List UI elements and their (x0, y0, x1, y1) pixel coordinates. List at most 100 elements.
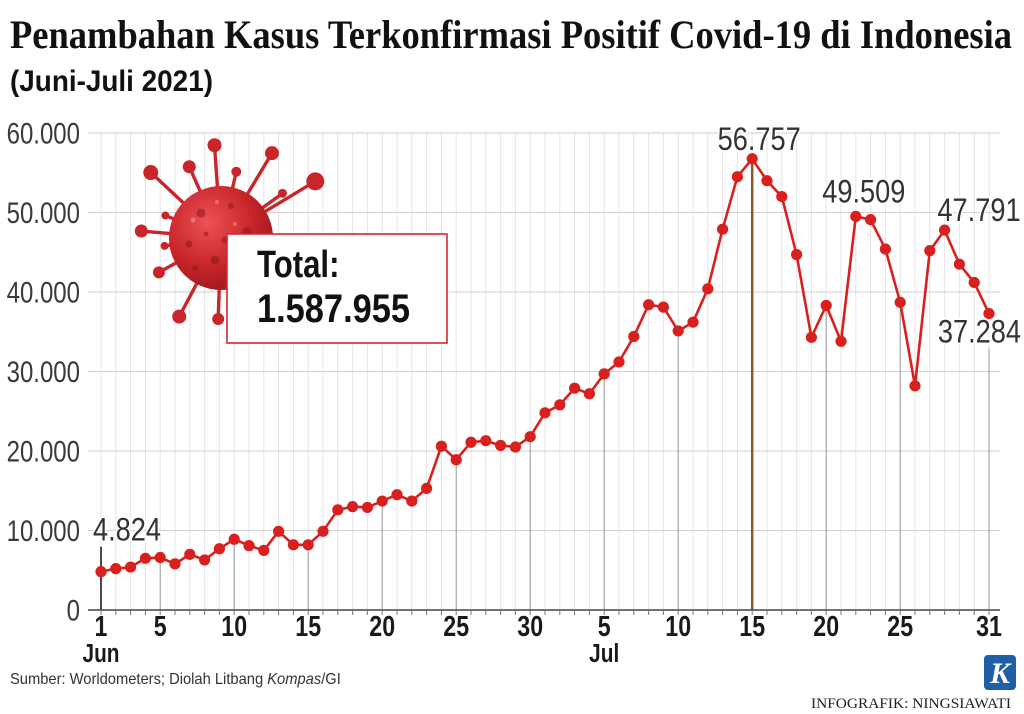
data-point (879, 243, 892, 255)
kompas-logo: K (984, 655, 1016, 690)
y-axis: 0 10.000 20.000 30.000 40.000 50.000 60.000 (7, 116, 80, 627)
virus-spike-tip (306, 172, 325, 191)
x-tick-label: 25 (443, 609, 469, 642)
y-tick-label: 40.000 (7, 275, 80, 309)
data-point (169, 558, 181, 570)
annotation-label: 4.824 (93, 513, 161, 549)
data-point (317, 525, 329, 537)
virus-spike-tip (134, 224, 148, 238)
y-tick-label: 60.000 (7, 116, 80, 150)
y-tick-label: 30.000 (7, 354, 80, 388)
virus-spike-tip (172, 309, 187, 324)
source-text: Sumber: Worldometers; Diolah Litbang (10, 670, 267, 688)
virus-spike-tip (143, 165, 159, 181)
logo-badge (984, 655, 1016, 690)
data-point (347, 501, 359, 513)
virus-spot (196, 208, 206, 218)
data-point (228, 533, 240, 545)
annotation-label: 37.284 (938, 315, 1021, 351)
data-point (361, 501, 373, 514)
data-point (717, 223, 729, 235)
virus-highlight (215, 200, 219, 204)
virus-spike-tip (277, 188, 287, 198)
data-point (643, 299, 655, 311)
data-points (95, 153, 995, 578)
virus-spot (203, 231, 209, 237)
data-point (287, 539, 299, 551)
y-tick-label: 20.000 (7, 434, 80, 468)
x-tick-label: 1 (95, 609, 108, 642)
x-tick-label: 30 (517, 609, 543, 642)
total-box-frame (226, 233, 448, 344)
data-point (539, 407, 551, 419)
data-point (598, 368, 610, 380)
drop-lines (100, 155, 990, 610)
chart-subtitle: (Juni-Juli 2021) (10, 65, 213, 98)
data-point (613, 356, 625, 368)
data-point (154, 551, 166, 564)
virus-spot (228, 203, 234, 209)
data-point (258, 544, 270, 556)
data-point (968, 276, 980, 289)
y-tick-label: 0 (67, 593, 80, 627)
annotation-label: 56.757 (718, 122, 801, 158)
data-point (865, 214, 877, 226)
data-point (480, 435, 492, 447)
y-tick-label: 10.000 (7, 513, 80, 547)
data-point (302, 539, 314, 551)
virus-spike-tip (264, 146, 279, 161)
virus-spike-tip (182, 160, 196, 174)
virus-highlight (190, 217, 196, 223)
data-point (391, 489, 403, 501)
total-value: 1.587.955 (257, 286, 410, 331)
virus-spike-tip (231, 166, 242, 177)
x-tick-label: 10 (665, 609, 691, 642)
virus-spike-tip (161, 211, 170, 220)
data-point (465, 436, 477, 448)
annotations: 4.824 56.757 49.509 47.791 37.284 (91, 120, 1023, 550)
data-point (672, 325, 684, 337)
x-tick-label: 15 (295, 609, 321, 642)
virus-spot (192, 265, 198, 271)
data-point (243, 540, 255, 552)
data-point (791, 249, 803, 261)
data-point (376, 495, 388, 507)
data-point (939, 224, 951, 236)
virus-spike-tip (207, 138, 222, 153)
data-point (184, 548, 196, 560)
virus-spike-tip (152, 266, 165, 279)
month-label: Jun (83, 639, 120, 668)
data-point (435, 440, 447, 452)
virus-highlight (233, 222, 237, 226)
data-point (273, 525, 285, 537)
chart-title: Penambahan Kasus Terkonfirmasi Positif C… (10, 12, 1012, 57)
annotation-label: 47.791 (937, 193, 1020, 229)
logo-letter: K (989, 657, 1012, 690)
y-tick-label: 50.000 (7, 195, 80, 229)
total-box: Total: 1.587.955 (226, 233, 448, 344)
month-label: Jul (589, 639, 619, 668)
x-tick-label: 20 (813, 609, 839, 642)
data-point (850, 210, 862, 223)
data-point (924, 245, 936, 257)
data-point (509, 441, 521, 453)
virus-spike-tip (212, 312, 225, 325)
x-tick-label: 15 (739, 609, 765, 642)
data-point (835, 335, 847, 347)
data-point (731, 171, 744, 183)
data-point (332, 504, 344, 516)
infographic-credit: INFOGRAFIK: NINGSIAWATI (811, 696, 1011, 712)
data-point (125, 561, 137, 573)
x-tick-label: 31 (976, 609, 1002, 642)
source-note: Sumber: Worldometers; Diolah Litbang Kom… (10, 670, 341, 688)
source-suffix: /GI (321, 670, 341, 688)
data-point (524, 431, 536, 443)
data-point (95, 566, 107, 578)
data-point (554, 399, 566, 411)
x-tick-label: 25 (887, 609, 913, 642)
data-point (983, 307, 995, 320)
x-tick-label: 20 (369, 609, 395, 642)
x-tick-label: 10 (221, 609, 247, 642)
total-label: Total: (257, 244, 339, 286)
